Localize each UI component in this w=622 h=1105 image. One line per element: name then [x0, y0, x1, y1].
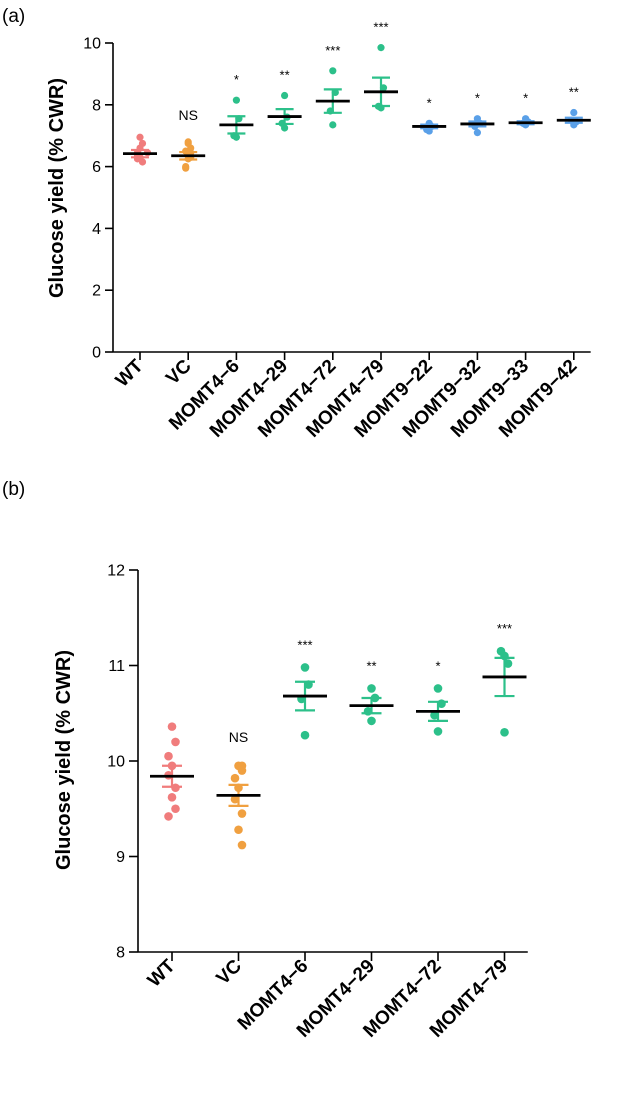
- panel-b-significance-label: ***: [297, 637, 312, 652]
- panel-b-data-point: [503, 659, 513, 668]
- panel-a-significance-label: NS: [178, 107, 197, 123]
- panel-a-y-tick-label: 0: [92, 345, 101, 362]
- panel-a-significance-label: *: [475, 91, 480, 106]
- panel-a-data-point: [138, 158, 147, 166]
- panel-b-data-point: [237, 840, 247, 850]
- panel-b-data-point: [171, 737, 180, 747]
- panel-a-data-point: [329, 121, 337, 129]
- panel-b-y-tick-label: 11: [108, 658, 125, 675]
- panel-b-data-point: [367, 716, 376, 726]
- panel-b-data-point: [164, 812, 173, 821]
- panel-b-x-tick-label: WT: [144, 955, 180, 991]
- panel-a-significance-label: *: [234, 72, 239, 87]
- panel-b-significance-label: *: [435, 658, 440, 673]
- panel-b-data-point: [367, 684, 376, 693]
- panel-a-label: (a): [2, 6, 25, 27]
- panel-b-data-point: [230, 773, 240, 783]
- panel-a-significance-label: *: [523, 91, 528, 106]
- panel-a-data-point: [232, 133, 240, 141]
- panel-b-y-axis-title: Glucose yield (% CWR): [53, 650, 75, 870]
- panel-a-significance-label: **: [569, 85, 579, 100]
- panel-b-significance-label: NS: [229, 729, 248, 745]
- panel-a-y-tick-label: 2: [92, 283, 101, 300]
- panel-a-data-point: [281, 124, 289, 132]
- panel-b-data-point: [167, 792, 177, 802]
- panel-b-y-tick-label: 10: [107, 754, 125, 771]
- panel-a-data-point: [329, 67, 337, 75]
- panel-a-y-tick-label: 4: [92, 221, 101, 238]
- panel-a-data-point: [136, 133, 144, 141]
- panel-b-data-point: [230, 794, 240, 804]
- panel-b-y-tick-label: 12: [107, 563, 125, 580]
- panel-a-significance-label: ***: [373, 20, 388, 35]
- panel-a-y-tick-label: 8: [92, 97, 101, 114]
- panel-b-significance-label: ***: [497, 621, 512, 636]
- panel-b-data-point: [500, 728, 509, 737]
- panel-a-data-point: [182, 164, 190, 172]
- panel-a-y-tick-label: 6: [92, 159, 101, 176]
- panel-b-x-tick-label: VC: [213, 955, 247, 989]
- panel-b-data-point: [171, 804, 180, 814]
- panel-a-significance-label: ***: [325, 43, 340, 58]
- panel-b-data-point: [433, 727, 443, 736]
- panel-a-data-point: [473, 129, 481, 137]
- panel-a-y-axis-title: Glucose yield (% CWR): [46, 78, 68, 298]
- panel-a-data-point: [570, 108, 578, 117]
- panel-b-data-point: [430, 710, 439, 720]
- panel-b-data-point: [237, 761, 247, 771]
- panel-b-y-tick-label: 9: [116, 849, 125, 866]
- panel-a-data-point: [281, 91, 289, 100]
- panel-b-label: (b): [2, 479, 25, 500]
- panel-a-x-tick-label: VC: [162, 355, 196, 389]
- panel-b-significance-label: **: [366, 658, 376, 673]
- panel-b-data-point: [300, 730, 310, 740]
- panel-b-chart: (b) Glucose yield (% CWR) 8 9 10 11 12 WT VC NS…: [2, 479, 528, 1042]
- panel-a-x-tick-label: WT: [112, 355, 148, 391]
- panel-b-data-point: [234, 825, 243, 835]
- panel-b-y-tick-label: 8: [116, 945, 125, 962]
- panel-b-data-point: [300, 663, 310, 672]
- panel-a-data-point: [377, 44, 385, 52]
- panel-a-significance-label: *: [427, 95, 432, 110]
- panel-a-significance-label: **: [280, 68, 290, 83]
- panel-a-y-tick-label: 10: [83, 36, 101, 53]
- panel-b-data-point: [164, 751, 173, 761]
- panel-a-data-point: [184, 139, 192, 148]
- panel-b-data-point: [167, 722, 177, 731]
- panel-a-data-point: [232, 96, 240, 104]
- panel-b-data-point: [237, 809, 247, 818]
- panel-b-data-point: [433, 684, 443, 693]
- panel-b-data-point: [496, 646, 506, 656]
